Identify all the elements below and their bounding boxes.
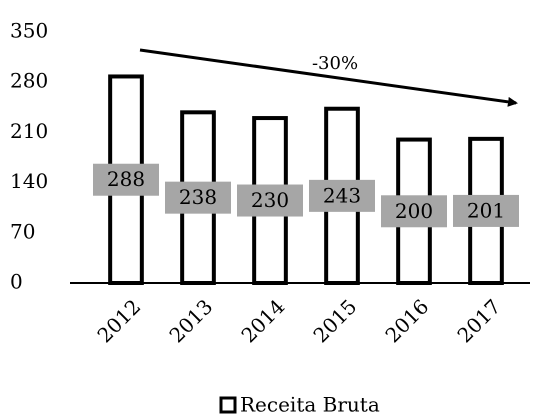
data-label: 238 — [179, 185, 217, 209]
legend-label: Receita Bruta — [240, 393, 380, 417]
y-tick-label: 70 — [10, 219, 35, 243]
x-tick-label: 2012 — [92, 294, 145, 347]
data-label-box — [309, 179, 375, 212]
x-tick-label: 2013 — [164, 294, 217, 347]
data-label: 288 — [107, 167, 145, 191]
y-tick-label: 140 — [10, 169, 48, 193]
x-tick-label: 2015 — [308, 294, 361, 347]
data-label: 230 — [251, 188, 289, 212]
y-tick-label: 0 — [10, 270, 23, 294]
y-tick-label: 350 — [10, 19, 48, 43]
annotation: -30% — [312, 53, 358, 74]
data-label-box — [237, 184, 303, 217]
data-label: 201 — [467, 198, 505, 222]
x-tick-label: 2017 — [452, 294, 505, 347]
x-tick-label: 2016 — [380, 294, 433, 347]
trend-arrow — [139, 48, 518, 107]
x-tick-label: 2014 — [236, 294, 289, 347]
legend-swatch — [219, 396, 237, 414]
data-label-box — [381, 195, 447, 228]
data-label: 243 — [323, 183, 361, 207]
data-label-box — [165, 181, 231, 214]
y-tick-label: 210 — [10, 119, 48, 143]
data-label-box — [453, 194, 519, 227]
data-label: 200 — [395, 199, 433, 223]
y-tick-label: 280 — [10, 69, 48, 93]
data-label-box — [93, 163, 159, 196]
